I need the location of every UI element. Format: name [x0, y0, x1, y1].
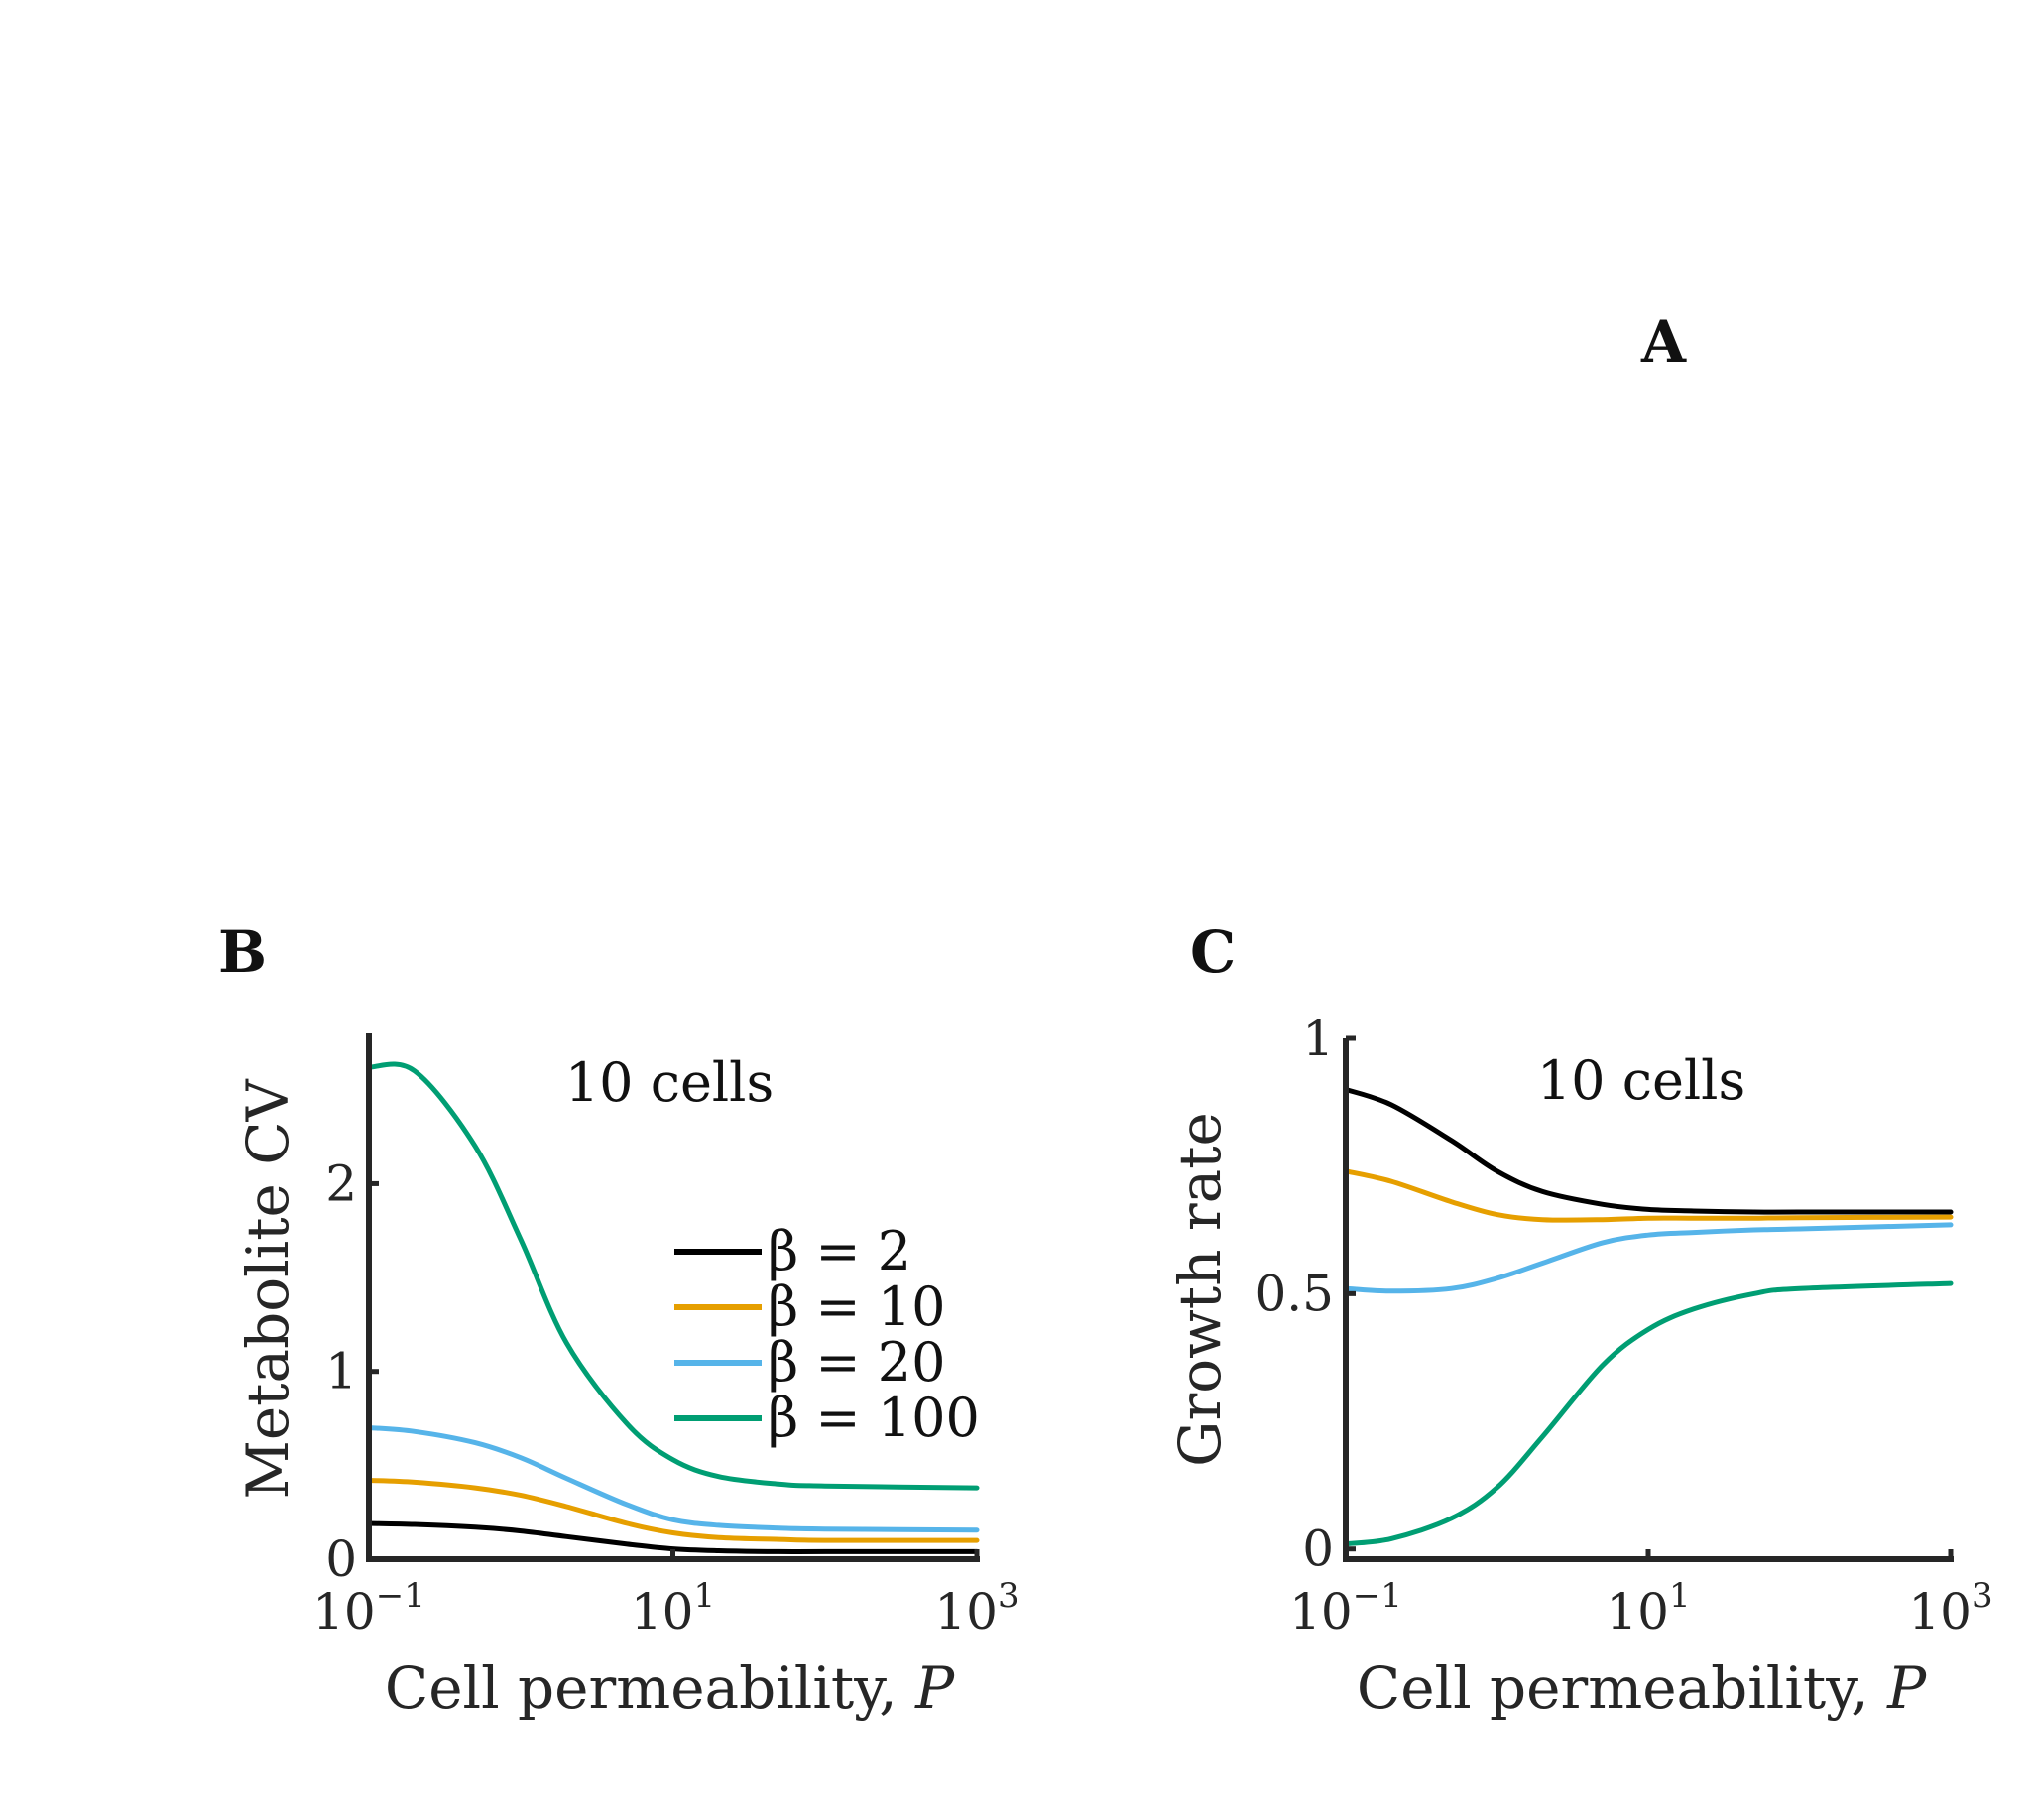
chart-c-series-line-3: [1343, 1222, 1954, 1294]
chart-b-ytick-label-3: 2: [325, 1154, 357, 1212]
chart-c-xtick-label-3: 103: [1908, 1576, 1992, 1640]
chart-b-ytick-label-1: 0: [325, 1530, 357, 1588]
legend-label-2: β = 10: [768, 1275, 946, 1338]
chart-c-ytick-label-1: 0: [1302, 1520, 1334, 1578]
panel-c-letter: C: [1190, 918, 1236, 986]
chart-b-annotation: 10 cells: [565, 1051, 774, 1114]
legend-label-4: β = 100: [768, 1387, 980, 1449]
panel-a-letter: A: [1640, 308, 1687, 376]
chart-b-series-line-1: [366, 1520, 980, 1554]
chart-b-ytick-label-2: 1: [325, 1343, 357, 1400]
chart-b-series-line-2: [366, 1478, 980, 1543]
chart-c-ylabel: Growth rate: [1166, 1112, 1234, 1467]
chart-c-ytick-label-2: 0.5: [1255, 1265, 1334, 1322]
chart-c-xlabel-var: P: [1886, 1654, 1927, 1722]
chart-growth-rate: 10−1 101 103 0 0.5 1 10 cells Cell permeabili…: [1166, 1010, 1993, 1722]
chart-c-axes: 10−1 101 103 0 0.5 1: [1255, 1010, 1992, 1640]
chart-b-xtick-label-1: 10−1: [312, 1576, 425, 1640]
chart-c-series-lines: [1343, 1087, 1954, 1547]
chart-b-series-line-4: [366, 1061, 980, 1491]
chart-b-ylabel: Metabolite CV: [234, 1078, 301, 1499]
chart-c-series-line-4: [1343, 1280, 1954, 1547]
chart-b-xlabel-var: P: [914, 1654, 955, 1722]
chart-b-xlabel-main: Cell permeability,: [385, 1654, 915, 1722]
chart-b-xtick-label-3: 103: [934, 1576, 1018, 1640]
chart-b-xtick-label-2: 101: [631, 1576, 715, 1640]
chart-c-xlabel-main: Cell permeability,: [1357, 1654, 1887, 1722]
chart-b-series-line-3: [366, 1425, 980, 1533]
chart-c-xtick-label-1: 10−1: [1289, 1576, 1402, 1640]
chart-c-series-line-1: [1343, 1087, 1954, 1215]
panel-b-letter: B: [218, 918, 267, 986]
chart-c-xtick-label-2: 101: [1606, 1576, 1690, 1640]
chart-c-annotation: 10 cells: [1537, 1049, 1745, 1112]
legend-label-1: β = 2: [768, 1220, 911, 1282]
chart-c-ytick-label-3: 1: [1302, 1010, 1334, 1067]
chart-b-legend: β = 2β = 10β = 20β = 100: [674, 1220, 980, 1449]
chart-c-series-line-2: [1343, 1168, 1954, 1223]
legend-label-3: β = 20: [768, 1331, 946, 1394]
chart-c-xlabel: Cell permeability, P: [1357, 1654, 1927, 1722]
chart-b-axes: 10−1 101 103 0 1 2: [312, 1033, 1019, 1640]
chart-b-xlabel: Cell permeability, P: [385, 1654, 955, 1722]
chart-metabolite-cv: 10−1 101 103 0 1 2 10 cells β = 2β = 10β = 20…: [234, 1033, 1019, 1722]
chart-b-series-lines: [366, 1061, 980, 1554]
